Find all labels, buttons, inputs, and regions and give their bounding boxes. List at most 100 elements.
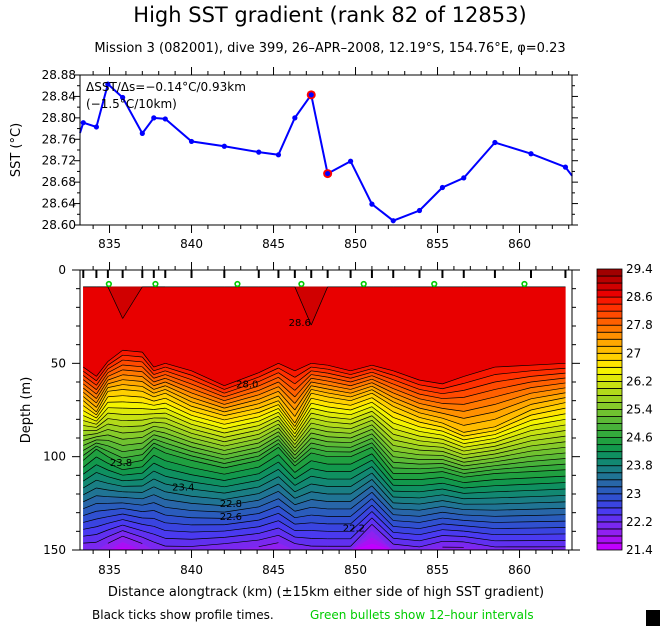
colorbar-tick-label: 29.4 — [626, 262, 653, 276]
contour-label: 22.8 — [220, 499, 242, 510]
colorbar-tick-label: 23.8 — [626, 459, 653, 473]
colorbar-swatch — [597, 346, 622, 353]
x-tick-label: 850 — [344, 237, 367, 251]
chart-subtitle: Mission 3 (082001), dive 399, 26–APR–200… — [94, 41, 565, 56]
data-point — [151, 115, 156, 120]
temperature-section-chart: Depth (m) 28.628.023.823.422.822.622.2 0… — [19, 262, 580, 600]
colorbar-swatch — [597, 438, 622, 445]
data-point — [528, 151, 533, 156]
green-bullet — [361, 282, 366, 287]
data-point — [325, 171, 330, 176]
y-tick-label: 28.64 — [42, 197, 76, 211]
corner-marker — [646, 610, 660, 626]
data-point — [563, 165, 568, 170]
colorbar-swatch — [597, 494, 622, 501]
data-point — [81, 120, 86, 125]
colorbar-swatch — [597, 388, 622, 395]
data-point — [417, 208, 422, 213]
colorbar-swatch — [597, 501, 622, 508]
green-bullet — [522, 282, 527, 287]
colorbar-swatch — [597, 332, 622, 339]
data-point — [94, 124, 99, 129]
y-tick-label: 28.80 — [42, 111, 76, 125]
x-tick-label: 855 — [426, 237, 449, 251]
data-point — [348, 159, 353, 164]
green-bullet — [299, 282, 304, 287]
data-point — [163, 116, 168, 121]
colorbar-swatch — [597, 374, 622, 381]
contour-label: 23.8 — [110, 458, 132, 469]
colorbar-swatch — [597, 304, 622, 311]
colorbar-swatch — [597, 402, 622, 409]
colorbar-swatch — [597, 395, 622, 402]
y-tick-label: 28.84 — [42, 89, 76, 103]
data-point — [369, 202, 374, 207]
colorbar-swatch — [597, 360, 622, 367]
colorbar-swatch — [597, 290, 622, 297]
colorbar-swatch — [597, 508, 622, 515]
data-point — [391, 218, 396, 223]
data-point — [309, 92, 314, 97]
colorbar-swatch — [597, 487, 622, 494]
data-point — [222, 144, 227, 149]
footer-green-note: Green bullets show 12–hour intervals — [310, 608, 534, 622]
colorbar-swatch — [597, 473, 622, 480]
colorbar-swatch — [597, 522, 622, 529]
data-point — [492, 140, 497, 145]
contour-label: 28.0 — [236, 380, 258, 391]
y-tick-label: 28.60 — [42, 218, 76, 232]
colorbar-swatch — [597, 283, 622, 290]
sst-y-axis-label: SST (°C) — [9, 123, 24, 177]
y-tick-label: 100 — [43, 450, 66, 464]
colorbar-swatch — [597, 543, 622, 550]
colorbar-swatch — [597, 410, 622, 417]
colorbar-tick-label: 27 — [626, 346, 641, 360]
colorbar-swatch — [597, 269, 622, 276]
contour-label: 22.2 — [343, 523, 365, 534]
colorbar-swatch — [597, 536, 622, 543]
green-bullet — [153, 282, 158, 287]
colorbar-swatch — [597, 367, 622, 374]
colorbar-swatch — [597, 445, 622, 452]
temperature-bands — [83, 287, 565, 550]
colorbar-swatch — [597, 529, 622, 536]
colorbar-tick-label: 23 — [626, 487, 641, 501]
x-tick-label: 860 — [508, 237, 531, 251]
contour-label: 23.4 — [172, 482, 194, 493]
data-point — [461, 175, 466, 180]
green-bullet — [235, 282, 240, 287]
colorbar-swatch — [597, 417, 622, 424]
x-axis-label: Distance alongtrack (km) (±15km either s… — [108, 585, 544, 600]
data-point — [189, 139, 194, 144]
colorbar-tick-label: 25.4 — [626, 403, 653, 417]
x-tick-label: 840 — [180, 237, 203, 251]
colorbar-swatch — [597, 325, 622, 332]
x-tick-label: 840 — [180, 563, 203, 577]
x-tick-label: 850 — [344, 563, 367, 577]
gradient-annotation-line1: ΔSST/Δs=−0.14°C/0.93km — [86, 80, 246, 94]
colorbar-swatch — [597, 311, 622, 318]
y-tick-label: 28.76 — [42, 132, 76, 146]
colorbar-swatch — [597, 515, 622, 522]
x-tick-label: 835 — [98, 563, 121, 577]
y-tick-label: 0 — [58, 263, 66, 277]
colorbar-tick-label: 28.6 — [626, 290, 653, 304]
colorbar-swatch — [597, 339, 622, 346]
colorbar-swatch — [597, 424, 622, 431]
data-point — [292, 115, 297, 120]
colorbar-swatch — [597, 459, 622, 466]
green-bullet — [432, 282, 437, 287]
y-tick-label: 150 — [43, 543, 66, 557]
green-bullet — [107, 282, 112, 287]
colorbar-swatch — [597, 318, 622, 325]
colorbar-tick-label: 27.8 — [626, 318, 653, 332]
gradient-annotation-line2: (−1.5°C/10km) — [86, 97, 177, 111]
green-bullets — [107, 282, 527, 287]
colorbar-swatch — [597, 276, 622, 283]
data-point — [140, 131, 145, 136]
colorbar-swatch — [597, 431, 622, 438]
x-tick-label: 845 — [262, 563, 285, 577]
y-tick-label: 50 — [51, 356, 66, 370]
